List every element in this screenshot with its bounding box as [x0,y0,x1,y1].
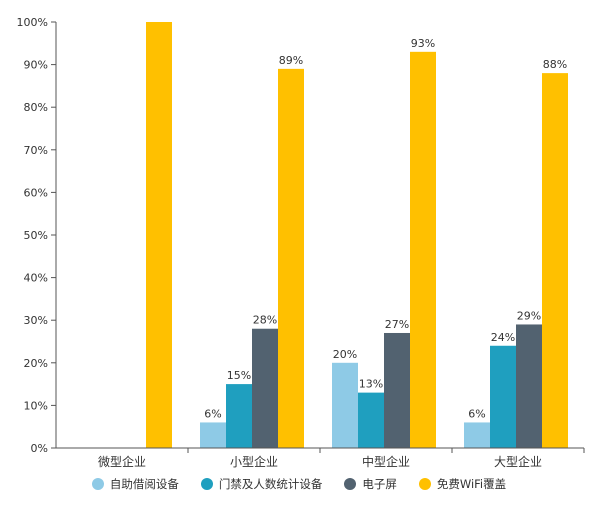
legend-swatch [418,478,431,490]
data-label: 27% [385,318,409,331]
y-tick-label: 60% [24,186,48,199]
y-tick-label: 20% [24,357,48,370]
legend-item-free-wifi: 免费WiFi覆盖 [418,476,507,492]
y-tick-label: 70% [24,144,48,157]
data-label: 93% [411,37,435,50]
x-tick-label: 微型企业 [98,454,146,469]
bar [278,68,304,449]
bar [332,362,358,448]
data-label: 89% [279,54,303,67]
legend-label: 免费WiFi覆盖 [436,477,507,491]
x-tick-label: 小型企业 [230,454,278,469]
bar [410,51,436,448]
x-tick-label: 大型企业 [494,454,542,469]
legend-item-e-screen: 电子屏 [344,476,397,492]
legend-swatch [344,478,357,490]
y-tick-label: 30% [24,314,48,327]
bar [384,332,410,448]
y-tick-label: 90% [24,59,48,72]
legend: 自助借阅设备 门禁及人数统计设备 电子屏 免费WiFi覆盖 [0,474,598,494]
bar [490,345,516,448]
data-label: 6% [468,407,485,420]
y-tick-label: 40% [24,272,48,285]
data-label: 13% [359,378,383,391]
data-label: 29% [517,309,541,322]
y-tick-label: 0% [31,442,48,455]
y-tick-label: 10% [24,399,48,412]
legend-label: 自助借阅设备 [109,477,179,491]
legend-item-self-checkout: 自助借阅设备 [91,476,179,492]
bar [542,73,568,449]
legend-label: 电子屏 [362,477,397,491]
bar [200,422,226,448]
data-label: 28% [253,314,277,327]
y-tick-label: 50% [24,229,48,242]
bar [252,328,278,448]
bar [146,22,172,448]
legend-swatch [200,478,213,490]
data-label: 15% [227,369,251,382]
x-tick-label: 中型企业 [362,454,410,469]
data-label: 88% [543,58,567,71]
legend-label: 门禁及人数统计设备 [218,477,323,491]
bar [226,384,252,448]
y-tick-label: 80% [24,101,48,114]
data-label: 24% [491,331,515,344]
bar [516,324,542,448]
legend-swatch [91,478,104,490]
bar [358,392,384,448]
legend-item-access-control: 门禁及人数统计设备 [200,476,323,492]
y-tick-label: 100% [17,16,48,29]
data-label: 6% [204,407,221,420]
data-label: 20% [333,348,357,361]
bar [464,422,490,448]
